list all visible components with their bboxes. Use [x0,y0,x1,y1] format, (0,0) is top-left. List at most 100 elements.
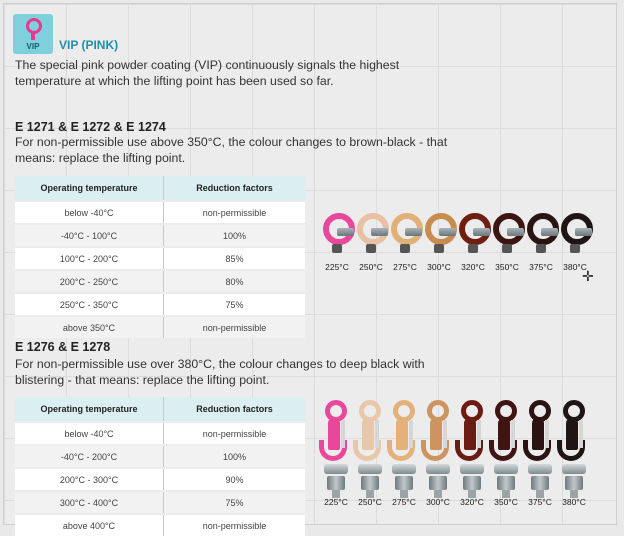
temperature-cell: above 400°C [15,513,164,536]
hook-nut [463,476,481,490]
hook-latch [375,420,379,448]
temperature-cell: 250°C - 350°C [15,292,164,316]
ring-pin [473,228,490,236]
hook-swivel [324,464,348,474]
table-row: below -40°C non-permissible [15,421,305,445]
temperature-cell: -40°C - 200°C [15,444,164,468]
ring-base [332,244,342,253]
hook-latch [477,420,481,448]
hook-latch [443,420,447,448]
hook-sample [319,400,353,500]
temperature-label: 375°C [529,262,553,272]
table-header-reduction: Reduction factors [163,397,305,422]
hook-bolt [536,490,544,498]
hook-curve [455,440,483,461]
temperature-cell: below -40°C [15,421,164,445]
hook-bolt [400,490,408,498]
vip-description: The special pink powder coating (VIP) co… [15,58,400,88]
ring-pin [541,228,558,236]
temperature-label: 250°C [359,262,383,272]
lifting-ring-sample [558,210,593,265]
reduction-cell: 75% [163,292,305,316]
section2-table: Operating temperature Reduction factors … [15,397,305,536]
hook-sample [421,400,455,500]
table-header-temperature: Operating temperature [15,397,164,422]
hook-bolt [570,490,578,498]
temperature-label: 250°C [358,497,382,507]
reduction-cell: non-permissible [163,315,305,338]
temperature-label: 225°C [324,497,348,507]
ring-pin [439,228,456,236]
hook-bolt [502,490,510,498]
hook-sample [523,400,557,500]
ring-pin [371,228,388,236]
hook-sample [353,400,387,500]
temperature-label: 320°C [461,262,485,272]
lifting-ring-sample [320,210,355,265]
section1-heading: E 1271 & E 1272 & E 1274 [15,120,166,134]
table-row: 250°C - 350°C 75% [15,292,305,316]
temperature-label: 320°C [460,497,484,507]
temperature-label: 300°C [426,497,450,507]
hook-swivel [562,464,586,474]
lifting-ring-shank [31,33,35,40]
hook-nut [429,476,447,490]
hook-nut [497,476,515,490]
table-row: -40°C - 200°C 100% [15,444,305,468]
hook-sample [455,400,489,500]
table-row: below -40°C non-permissible [15,200,305,224]
lifting-ring-sample [490,210,525,265]
section1-description: For non-permissible use above 350°C, the… [15,135,448,165]
section1-table: Operating temperature Reduction factors … [15,176,305,338]
hook-bolt [468,490,476,498]
table-row: 100°C - 200°C 85% [15,246,305,270]
mouse-cursor-icon: ✛ [582,268,594,284]
ring-pin [405,228,422,236]
reduction-cell: 75% [163,490,305,514]
temperature-label: 225°C [325,262,349,272]
hook-swivel [460,464,484,474]
hook-swivel [426,464,450,474]
lifting-ring-sample [422,210,457,265]
vip-badge: VIP [13,14,53,54]
temperature-cell: 300°C - 400°C [15,490,164,514]
temperature-cell: 100°C - 200°C [15,246,164,270]
hook-latch [545,420,549,448]
hook-latch [409,420,413,448]
hook-bolt [332,490,340,498]
temperature-label: 275°C [392,497,416,507]
temperature-cell: above 350°C [15,315,164,338]
ring-pin [507,228,524,236]
lifting-ring-sample [524,210,559,265]
reduction-cell: 90% [163,467,305,491]
hook-curve [489,440,517,461]
hook-swivel [392,464,416,474]
hook-nut [565,476,583,490]
hook-swivel [494,464,518,474]
ring-base [434,244,444,253]
hook-sample [387,400,421,500]
vip-badge-text: VIP [26,42,40,51]
ring-base [502,244,512,253]
ring-base [536,244,546,253]
temperature-cell: below -40°C [15,200,164,224]
reduction-cell: 100% [163,223,305,247]
table-row: 200°C - 300°C 90% [15,467,305,491]
hook-sample [557,400,591,500]
hook-curve [523,440,551,461]
temperature-label: 380°C [563,262,587,272]
vip-title: VIP (PINK) [59,38,119,52]
lifting-ring-sample [388,210,423,265]
table-row: -40°C - 100°C 100% [15,223,305,247]
table-row: above 400°C non-permissible [15,513,305,536]
reduction-cell: 100% [163,444,305,468]
lifting-ring-sample [456,210,491,265]
hook-latch [511,420,515,448]
hook-curve [353,440,381,461]
hook-nut [395,476,413,490]
ring-base [468,244,478,253]
reduction-cell: non-permissible [163,513,305,536]
temperature-label: 300°C [427,262,451,272]
ring-base [366,244,376,253]
hook-latch [579,420,583,448]
